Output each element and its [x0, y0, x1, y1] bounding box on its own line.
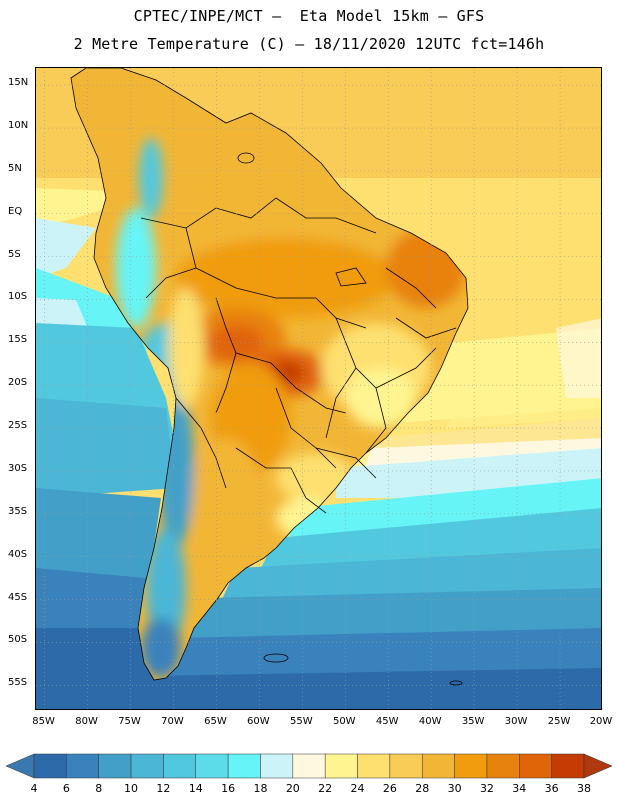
lat-label: 30S — [8, 462, 28, 474]
lat-label: 25S — [8, 420, 28, 432]
colorbar-swatch — [33, 753, 67, 779]
colorbar-tick-label: 32 — [479, 782, 494, 795]
colorbar-swatch — [163, 753, 197, 779]
lon-label: 80W — [75, 716, 98, 727]
colorbar-tick-label: 22 — [318, 782, 333, 795]
colorbar-tick-label: 16 — [221, 782, 236, 795]
colorbar-tick-label: 14 — [188, 782, 203, 795]
lon-label: 60W — [247, 716, 270, 727]
temperature-colorbar — [6, 753, 612, 779]
colorbar-swatch — [292, 753, 326, 779]
lat-label: 55S — [8, 677, 28, 689]
colorbar-tick-label: 36 — [544, 782, 559, 795]
colorbar-swatch — [324, 753, 358, 779]
lat-label: 50S — [8, 634, 28, 646]
colorbar-tick-label: 8 — [95, 782, 103, 795]
lon-label: 65W — [204, 716, 227, 727]
colorbar-swatch — [421, 753, 455, 779]
lat-label: 40S — [8, 548, 28, 560]
colorbar-tick-label: 20 — [285, 782, 300, 795]
lon-label: 55W — [290, 716, 313, 727]
colorbar-tick-label: 34 — [512, 782, 527, 795]
colorbar-swatch — [66, 753, 99, 779]
map-canvas — [36, 68, 601, 709]
lon-label: 30W — [504, 716, 528, 727]
colorbar-tick-label: 12 — [156, 782, 171, 795]
colorbar-swatch — [486, 753, 520, 779]
lon-label: 75W — [118, 716, 141, 727]
lon-label: 40W — [418, 716, 442, 727]
colorbar-swatch — [454, 753, 488, 779]
lat-label: 15N — [8, 77, 29, 89]
colorbar-tick-label: 18 — [253, 782, 268, 795]
colorbar-swatch — [227, 753, 261, 779]
colorbar-swatch — [551, 753, 585, 779]
colorbar-tick-label: 38 — [577, 782, 591, 795]
lon-label: 20W — [589, 716, 613, 727]
colorbar-swatch — [389, 753, 423, 779]
lon-label: 50W — [332, 716, 356, 727]
colorbar-swatch — [260, 753, 294, 779]
colorbar-max-arrow — [583, 753, 612, 779]
temperature-map — [35, 67, 602, 710]
lat-lon-gridlines — [36, 68, 601, 709]
colorbar-swatch — [357, 753, 391, 779]
lat-label: 45S — [8, 591, 28, 603]
lon-label: 25W — [547, 716, 571, 727]
lat-label: 20S — [8, 377, 28, 389]
colorbar-swatch — [130, 753, 164, 779]
colorbar-swatch — [195, 753, 229, 779]
colorbar-tick-label: 6 — [62, 782, 70, 795]
political-boundaries — [70, 68, 469, 681]
colorbar-swatch — [519, 753, 552, 779]
lat-label: 10N — [8, 120, 29, 131]
colorbar-swatch — [98, 753, 132, 779]
colorbar-min-arrow — [6, 753, 35, 779]
lat-label: 10S — [8, 291, 28, 303]
lat-label: 15S — [8, 334, 28, 346]
lat-label: 35S — [8, 505, 28, 517]
colorbar-tick-label: 4 — [30, 782, 38, 795]
lon-label: 70W — [161, 716, 184, 727]
lat-label: 5N — [8, 162, 22, 174]
islands — [237, 152, 463, 686]
colorbar-tick-label: 10 — [124, 782, 139, 795]
lon-label: 85W — [32, 716, 55, 727]
lon-label: 45W — [375, 716, 399, 727]
colorbar-tick-label: 24 — [350, 782, 365, 795]
colorbar-tick-label: 28 — [415, 782, 430, 795]
colorbar-tick-label: 26 — [382, 782, 397, 795]
lat-label: 5S — [8, 248, 21, 260]
map-title: CPTEC/INPE/MCT – Eta Model 15km – GFS — [133, 7, 485, 25]
lat-label: EQ — [8, 205, 23, 217]
colorbar-tick-label: 30 — [447, 782, 462, 795]
map-subtitle: 2 Metre Temperature (C) – 18/11/2020 12U… — [73, 35, 545, 53]
lon-label: 35W — [461, 716, 485, 727]
